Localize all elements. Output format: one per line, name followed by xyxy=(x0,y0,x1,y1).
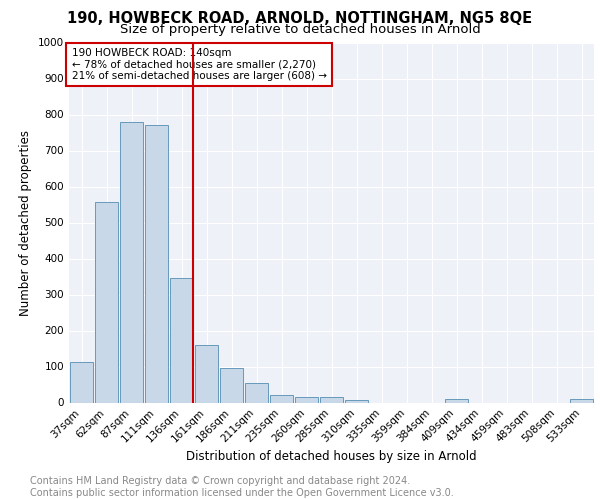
Bar xyxy=(220,368,243,402)
Bar xyxy=(270,396,293,402)
Bar xyxy=(570,400,593,402)
Bar xyxy=(445,400,468,402)
Bar xyxy=(170,278,193,402)
Bar xyxy=(245,384,268,402)
Bar xyxy=(195,345,218,403)
Bar xyxy=(95,202,118,402)
Bar xyxy=(295,398,318,402)
Y-axis label: Number of detached properties: Number of detached properties xyxy=(19,130,32,316)
Bar xyxy=(320,398,343,402)
Bar xyxy=(145,126,168,402)
Bar xyxy=(120,122,143,402)
Bar xyxy=(70,362,93,403)
Text: 190, HOWBECK ROAD, ARNOLD, NOTTINGHAM, NG5 8QE: 190, HOWBECK ROAD, ARNOLD, NOTTINGHAM, N… xyxy=(67,11,533,26)
Text: 190 HOWBECK ROAD: 140sqm
← 78% of detached houses are smaller (2,270)
21% of sem: 190 HOWBECK ROAD: 140sqm ← 78% of detach… xyxy=(71,48,326,81)
Text: Size of property relative to detached houses in Arnold: Size of property relative to detached ho… xyxy=(119,22,481,36)
Bar xyxy=(345,400,368,402)
Text: Contains HM Land Registry data © Crown copyright and database right 2024.
Contai: Contains HM Land Registry data © Crown c… xyxy=(30,476,454,498)
X-axis label: Distribution of detached houses by size in Arnold: Distribution of detached houses by size … xyxy=(186,450,477,463)
